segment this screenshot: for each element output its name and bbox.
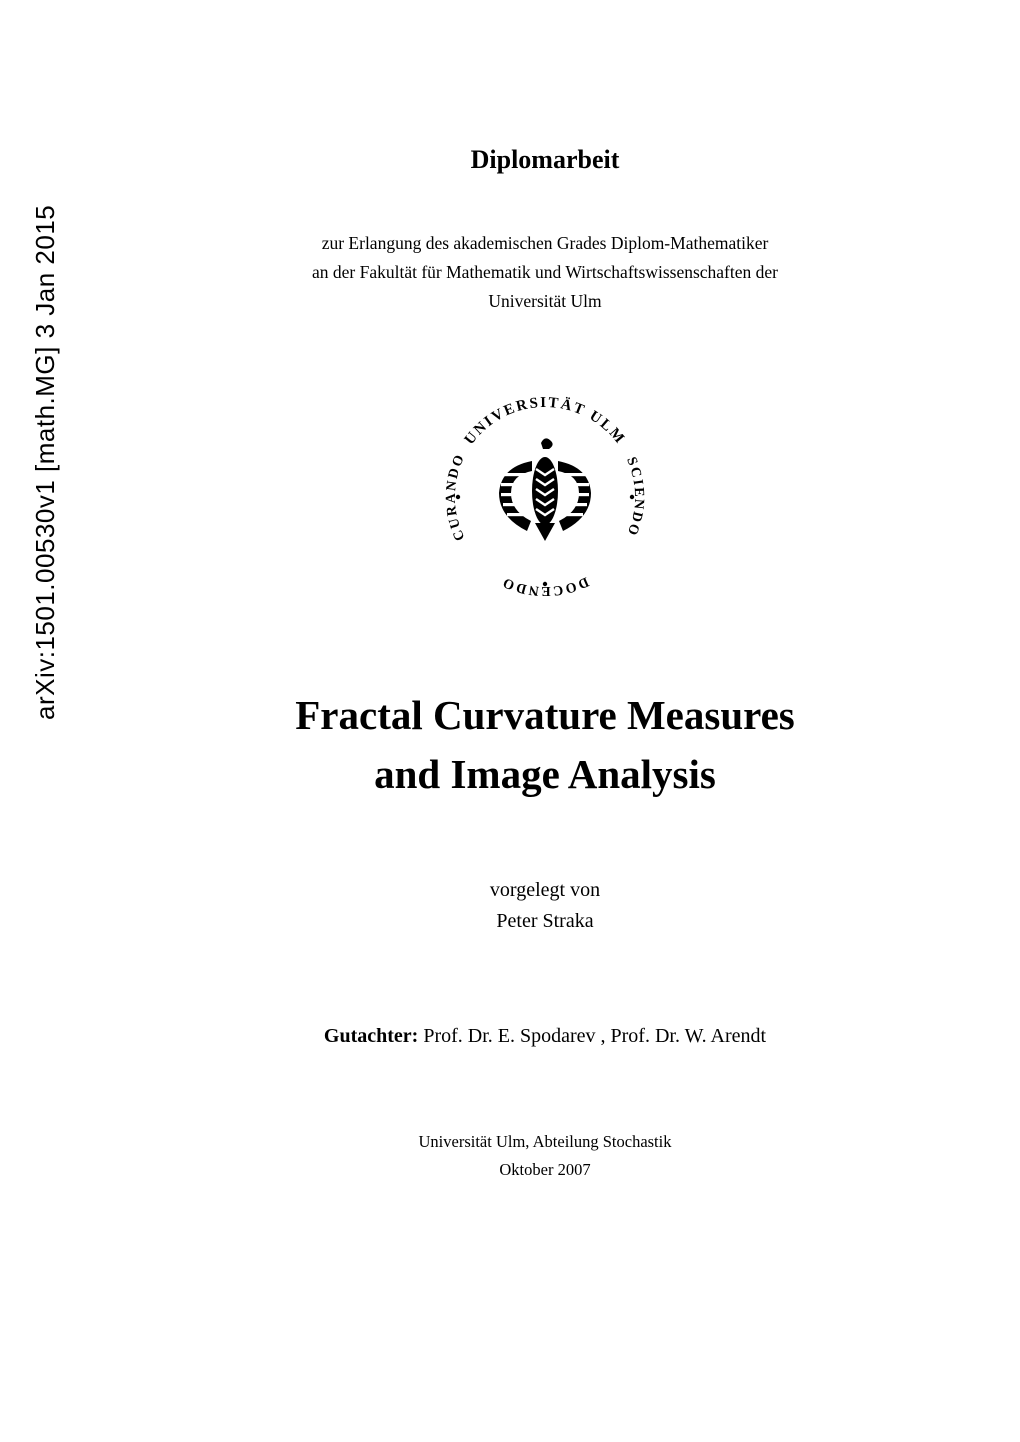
- title-page: Diplomarbeit zur Erlangung des akademisc…: [140, 0, 950, 1442]
- seal-eagle-icon: [499, 438, 591, 541]
- degree-line-1: zur Erlangung des akademischen Grades Di…: [312, 229, 778, 258]
- thesis-title: Fractal Curvature Measures and Image Ana…: [295, 686, 794, 805]
- reviewers-line: Gutachter: Prof. Dr. E. Spodarev , Prof.…: [324, 1025, 766, 1048]
- university-seal-icon: UNIVERSITÄT ULM SCIENDO DOCENDO CURANDO: [432, 384, 658, 610]
- title-line-2: and Image Analysis: [295, 745, 794, 804]
- degree-description: zur Erlangung des akademischen Grades Di…: [312, 229, 778, 316]
- reviewers-label: Gutachter:: [324, 1025, 418, 1047]
- date: Oktober 2007: [419, 1156, 672, 1185]
- degree-line-2: an der Fakultät für Mathematik und Wirts…: [312, 258, 778, 287]
- degree-line-3: Universität Ulm: [312, 287, 778, 316]
- seal-text-right: SCIENDO: [623, 455, 646, 539]
- title-line-1: Fractal Curvature Measures: [295, 686, 794, 745]
- svg-text:SCIENDO: SCIENDO: [623, 455, 646, 539]
- affiliation: Universität Ulm, Abteilung Stochastik: [419, 1128, 672, 1157]
- author-name: Peter Straka: [490, 906, 600, 937]
- reviewers-names: Prof. Dr. E. Spodarev , Prof. Dr. W. Are…: [418, 1025, 766, 1047]
- presented-by-label: vorgelegt von: [490, 875, 600, 906]
- footer-block: Universität Ulm, Abteilung Stochastik Ok…: [419, 1128, 672, 1186]
- arxiv-stamp: arXiv:1501.00530v1 [math.MG] 3 Jan 2015: [30, 205, 61, 720]
- document-type-heading: Diplomarbeit: [471, 145, 620, 175]
- author-block: vorgelegt von Peter Straka: [490, 875, 600, 937]
